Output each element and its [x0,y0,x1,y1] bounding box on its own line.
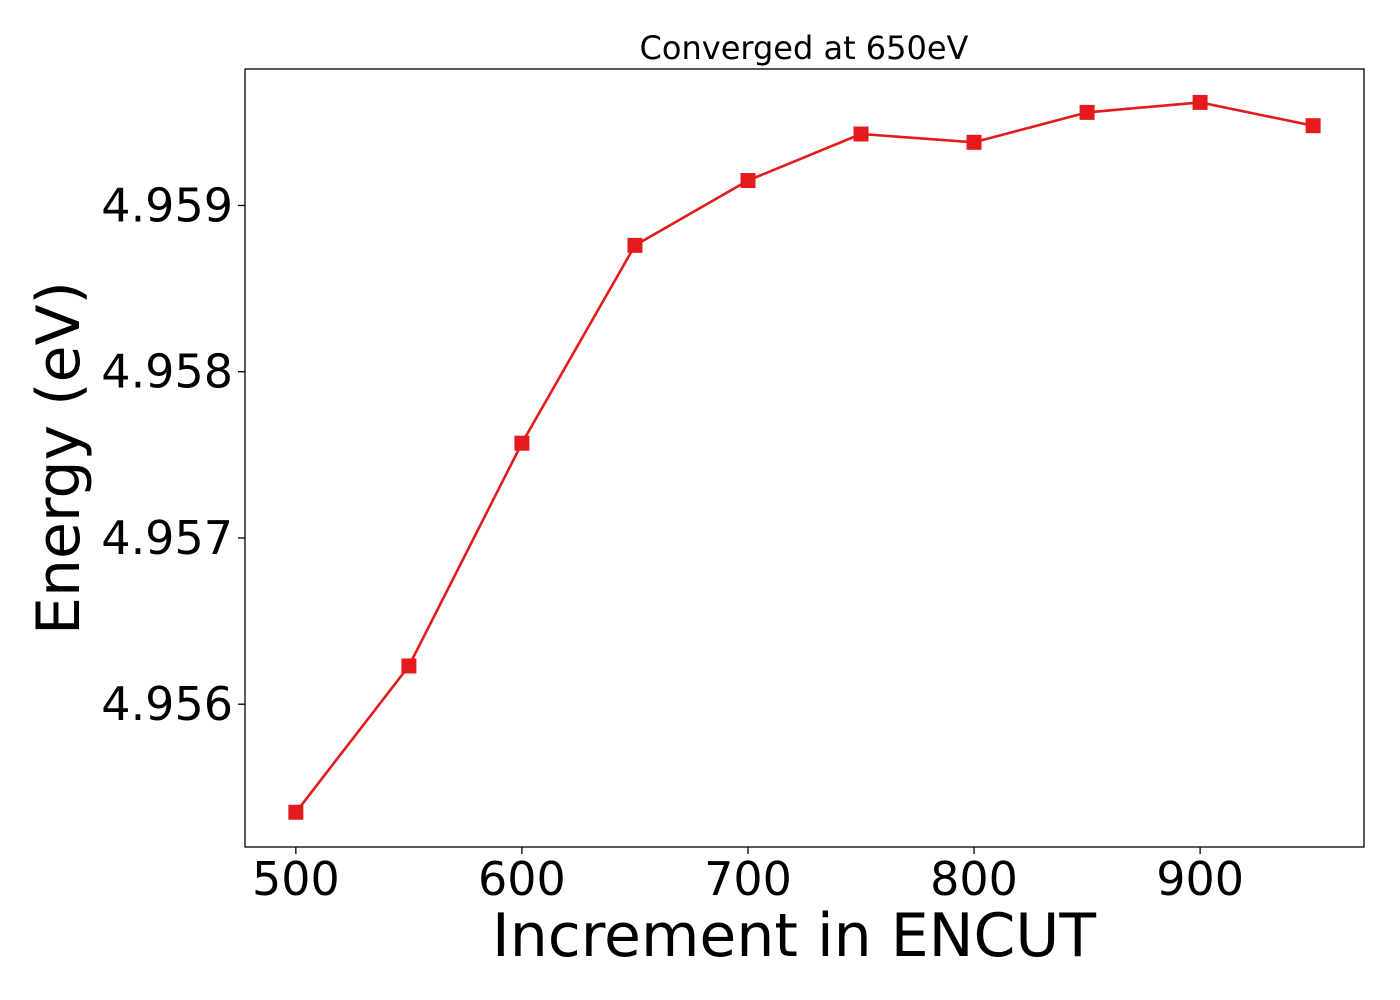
series-layer [288,94,1321,820]
plot-area [244,68,1365,848]
x-tick-label: 500 [252,852,340,906]
y-axis: 4.956 4.957 4.958 4.959 [101,178,245,731]
y-axis-title: Energy (eV) [24,281,94,635]
data-point-marker [1305,118,1321,134]
x-axis-title: Increment in ENCUT [492,901,1096,971]
data-point-marker [401,658,417,674]
chart-title: Converged at 650eV [640,29,969,67]
x-tick-label: 900 [1156,852,1244,906]
x-tick-label: 800 [930,852,1018,906]
y-tick-label: 4.958 [101,345,233,399]
x-axis: 500 600 700 800 900 [252,847,1244,906]
data-point-marker [853,126,869,142]
plot-frame [244,68,1365,848]
y-tick-label: 4.959 [101,178,233,232]
x-tick-label: 700 [704,852,792,906]
data-point-marker [740,173,756,189]
data-point-marker [514,435,530,451]
data-point-marker [627,237,643,253]
y-tick-label: 4.957 [101,511,233,565]
data-point-marker [966,134,982,150]
data-point-marker [1079,104,1095,120]
series-line [294,101,1314,814]
x-tick-label: 600 [478,852,566,906]
data-point-marker [288,804,304,820]
data-point-marker [1192,94,1208,110]
y-tick-label: 4.956 [101,677,233,731]
